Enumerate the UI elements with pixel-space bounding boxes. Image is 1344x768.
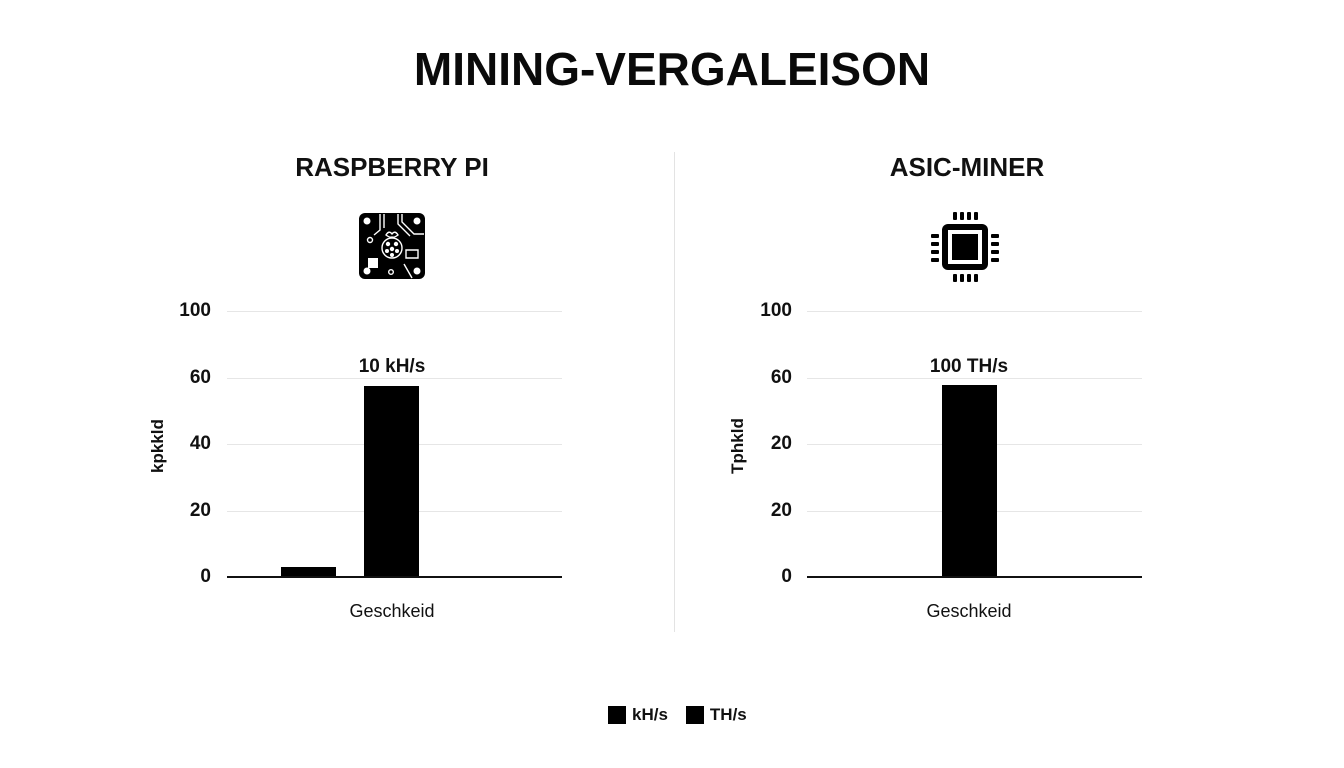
legend-item-ths: TH/s xyxy=(685,705,747,725)
legend-label: kH/s xyxy=(632,705,668,724)
raspberry-pi-board-icon xyxy=(359,213,425,279)
y-tick: 60 xyxy=(770,367,792,388)
gridline xyxy=(227,311,562,312)
panel-title-asic-miner: ASIC-MINER xyxy=(889,152,1045,182)
x-axis-label-right: Geschkeid xyxy=(926,601,1012,621)
bar-raspberry-pi xyxy=(364,386,419,577)
gridline xyxy=(227,378,562,379)
bar-asic-miner xyxy=(942,385,997,577)
y-tick: 0 xyxy=(200,566,211,587)
legend-item-khs: kH/s xyxy=(608,705,668,725)
bar-value-label: 10 kH/s xyxy=(358,356,426,377)
panel-divider xyxy=(674,152,675,632)
y-tick: 20 xyxy=(770,500,792,521)
bar-small xyxy=(281,567,336,577)
x-axis-line xyxy=(807,576,1142,578)
bar-value-label: 100 TH/s xyxy=(929,356,1009,377)
page-title: MINING-VERGALEISON xyxy=(413,43,931,95)
legend-label: TH/s xyxy=(709,705,747,724)
y-tick: 60 xyxy=(189,367,211,388)
y-tick: 20 xyxy=(189,500,211,521)
x-axis-label-left: Geschkeid xyxy=(349,601,435,621)
plot-area-asic-miner: 100 TH/s xyxy=(807,300,1142,590)
legend: kH/s TH/s xyxy=(608,705,757,725)
panel-title-raspberry-pi: RASPBERRY PI xyxy=(295,152,489,182)
legend-swatch xyxy=(608,706,626,724)
plot-area-raspberry-pi: 10 kH/s xyxy=(227,300,562,590)
y-tick: 0 xyxy=(781,566,792,587)
gridline xyxy=(807,378,1142,379)
x-axis-line xyxy=(227,576,562,578)
y-tick: 100 xyxy=(760,300,792,321)
y-tick: 100 xyxy=(179,300,211,321)
legend-swatch xyxy=(685,706,704,724)
cpu-chip-icon xyxy=(931,212,999,282)
y-tick: 20 xyxy=(770,433,792,454)
y-tick: 40 xyxy=(189,433,211,454)
gridline xyxy=(807,311,1142,312)
